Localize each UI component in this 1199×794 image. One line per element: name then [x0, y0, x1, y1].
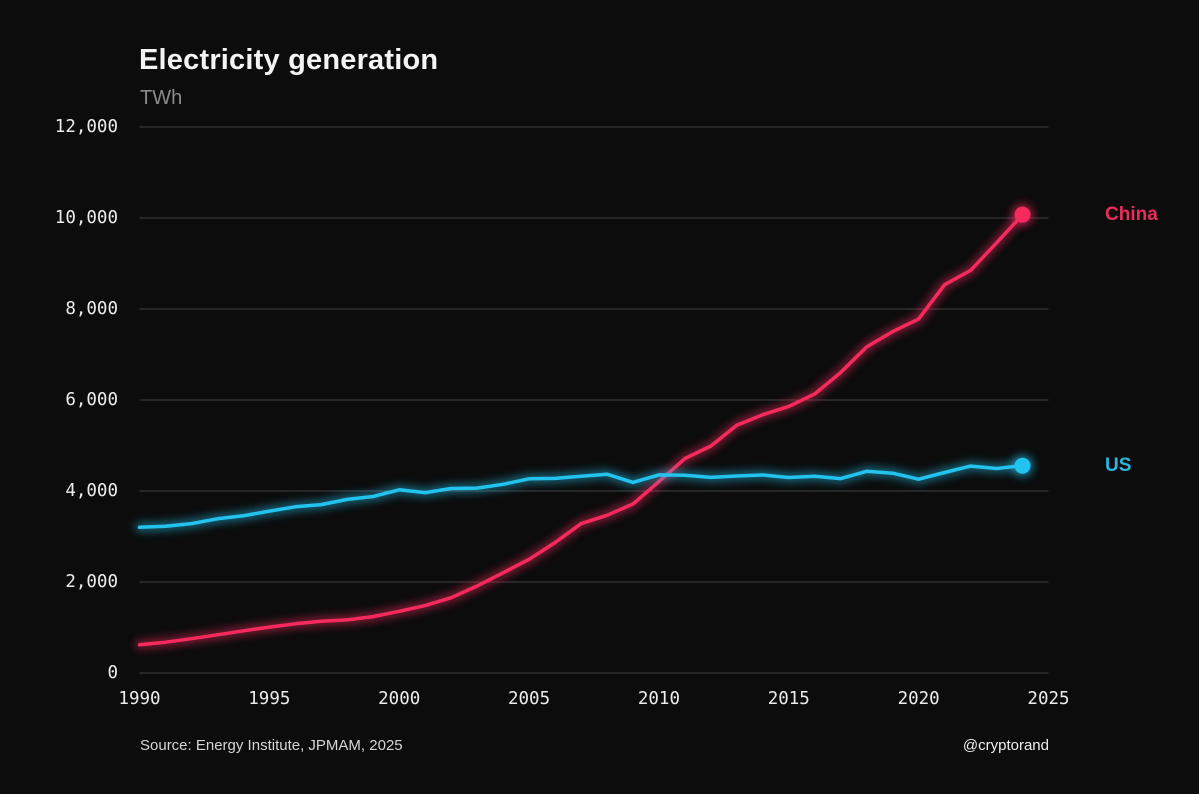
- chart-title: Electricity generation: [139, 44, 439, 76]
- x-tick-label-2020: 2020: [897, 689, 940, 709]
- x-tick-label-2025: 2025: [1027, 689, 1070, 709]
- series-line-china: [137, 212, 1025, 647]
- series-endpoint-dot-china: [1014, 206, 1031, 223]
- series-line-glow-china: [135, 210, 1027, 650]
- y-tick-label-2000: 2,000: [65, 572, 118, 592]
- source-note: Source: Energy Institute, JPMAM, 2025: [140, 737, 403, 754]
- y-tick-label-10000: 10,000: [54, 208, 118, 228]
- y-tick-label-4000: 4,000: [65, 481, 118, 501]
- chart-unit-subtitle: TWh: [140, 87, 183, 109]
- x-tick-label-2000: 2000: [378, 689, 421, 709]
- series-endpoint-dot-us: [1014, 457, 1031, 474]
- x-tick-label-2010: 2010: [637, 689, 680, 709]
- y-tick-label-6000: 6,000: [65, 390, 118, 410]
- series-label-china: China: [1105, 204, 1158, 226]
- y-tick-label-8000: 8,000: [65, 299, 118, 319]
- y-tick-label-0: 0: [107, 663, 118, 683]
- y-tick-label-12000: 12,000: [54, 117, 118, 137]
- watermark: @cryptorand: [962, 737, 1049, 754]
- x-tick-label-2015: 2015: [767, 689, 810, 709]
- x-tick-label-2005: 2005: [507, 689, 551, 709]
- x-tick-label-1990: 1990: [118, 689, 161, 709]
- x-tick-label-1995: 1995: [248, 689, 291, 709]
- series-line-us: [137, 463, 1025, 530]
- series-label-us: US: [1105, 455, 1132, 477]
